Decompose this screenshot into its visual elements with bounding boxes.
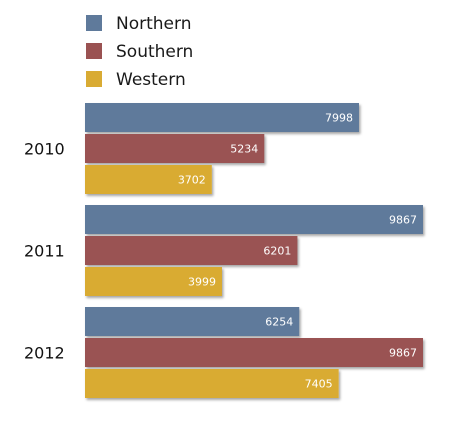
bar-western-2010	[85, 165, 212, 194]
bar-northern-2010	[85, 103, 359, 132]
bar-western-2011	[85, 267, 222, 296]
legend-label-northern: Northern	[116, 14, 191, 34]
bar-value-southern-2010: 5234	[230, 143, 258, 156]
bars	[85, 103, 423, 398]
bar-value-western-2011: 3999	[188, 276, 216, 289]
bar-value-western-2010: 3702	[178, 174, 206, 187]
bar-western-2012	[85, 369, 339, 398]
bar-northern-2011	[85, 205, 423, 234]
bar-value-northern-2010: 7998	[325, 112, 353, 125]
bar-value-labels: 7998 5234 3702 9867 6201 3999 6254 9867 7405	[178, 112, 417, 391]
legend-label-western: Western	[116, 70, 186, 90]
bar-northern-2012	[85, 307, 300, 336]
bar-southern-2012	[85, 338, 423, 367]
bar-value-northern-2012: 6254	[265, 316, 293, 329]
legend-swatch-western	[86, 71, 102, 87]
bar-value-northern-2011: 9867	[389, 214, 417, 227]
bar-value-southern-2011: 6201	[263, 245, 291, 258]
bar-southern-2011	[85, 236, 298, 265]
bar-value-southern-2012: 9867	[389, 347, 417, 360]
category-label-2011: 2011	[24, 242, 65, 261]
category-label-2012: 2012	[24, 344, 65, 363]
category-label-2010: 2010	[24, 140, 65, 159]
bar-southern-2010	[85, 134, 265, 163]
legend-swatch-southern	[86, 43, 102, 59]
legend-swatch-northern	[86, 15, 102, 31]
legend-label-southern: Southern	[116, 42, 193, 62]
legend: Northern Southern Western	[86, 14, 193, 90]
bar-value-western-2012: 7405	[305, 378, 333, 391]
category-labels: 2010 2011 2012	[24, 140, 65, 363]
